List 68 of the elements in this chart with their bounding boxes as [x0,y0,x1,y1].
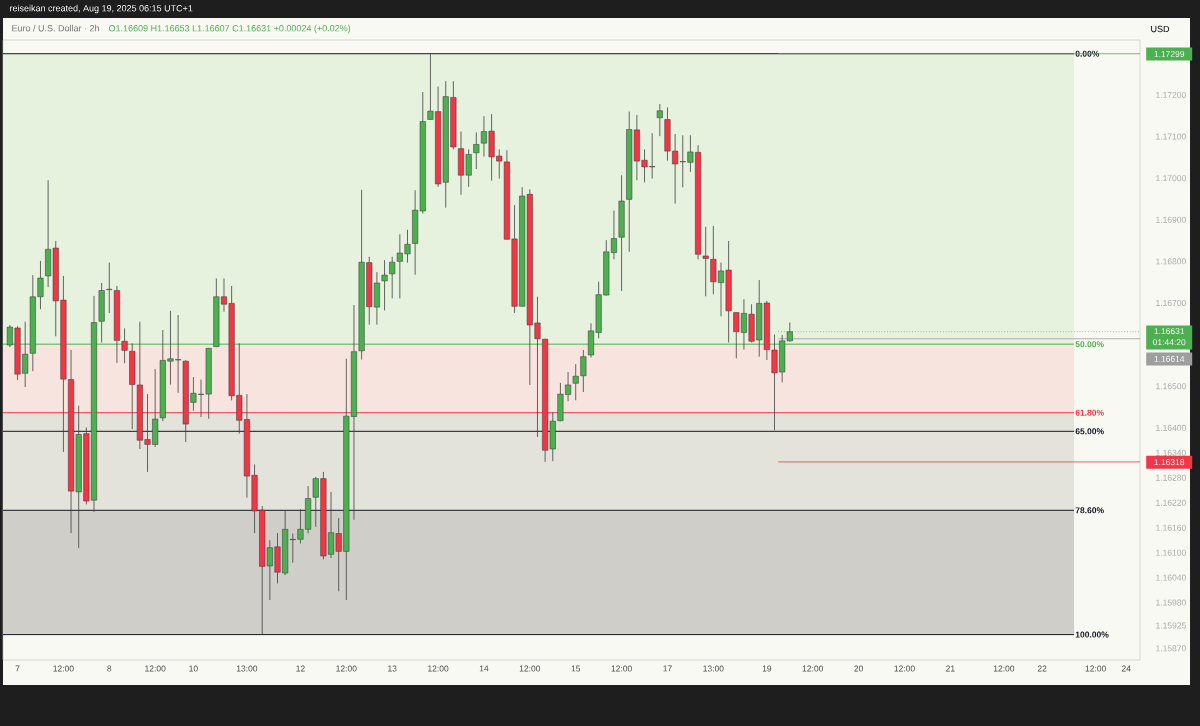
y-tick-label: 1.16160 [1156,524,1186,531]
chart-subtitle: O1.16609 H1.16653 L1.16607 C1.16631 +0.00024 (+0.02%) [108,24,351,34]
text: reiseikan created, Aug 19, 2025 06:15 UTC+1 [10,4,193,14]
candlestick [618,174,625,292]
x-tick-label: 21 [946,665,955,672]
y-tick-label: 1.16220 [1156,499,1186,506]
x-tick-label: 12:00 [993,665,1015,672]
x-tick-label: 12:00 [894,665,915,672]
y-tick-label: 1.16040 [1156,574,1186,581]
candlestick [106,262,113,314]
y-tick-label: 1.16500 [1156,383,1186,390]
x-tick-label: 12:00 [336,665,357,672]
y-tick-label: 1.16340 [1156,449,1186,456]
x-tick-label: 19 [762,665,772,672]
y-tick-label: 1.16100 [1156,549,1186,556]
x-tick-label: 12:00 [145,665,166,672]
x-tick-label: 12 [296,665,305,672]
x-tick-label: 12:00 [428,665,449,672]
y-axis-title: USD [1151,25,1170,33]
y-tick-label: 1.16400 [1156,424,1186,431]
x-tick-label: 12:00 [519,665,541,672]
ref-line-label: 61.80% [1075,409,1104,416]
ref-line-label: 65.00% [1075,428,1104,435]
x-tick-label: 14 [479,665,489,672]
x-tick-label: 12:00 [802,665,824,672]
x-tick-label: 15 [571,665,581,672]
candlestick [381,259,388,311]
chart-title: Euro / U.S. Dollar · 2h [12,24,99,32]
y-tick-label: 1.17000 [1156,175,1186,182]
y-tick-label: 1.15980 [1156,599,1186,606]
ref-line-label: 78.60% [1075,507,1104,514]
x-tick-label: 12:00 [53,665,74,672]
ref-line-label: 1.17299 [1154,50,1185,57]
y-tick-label: 1.15870 [1156,645,1186,652]
y-tick-label: 1.17200 [1156,91,1186,98]
ref-line-label: 100.00% [1075,631,1109,638]
x-tick-label: 17 [663,665,672,672]
y-tick-label: 1.16800 [1156,258,1186,265]
ref-line-label: 50.00% [1075,341,1104,348]
ref-line-label: 0.00% [1075,50,1100,57]
x-tick-label: 12:00 [1085,665,1106,672]
candlestick [473,131,480,170]
y-tick-label: 1.16700 [1156,299,1186,306]
y-tick-label: 1.15925 [1156,622,1186,629]
x-tick-label: 24 [1121,665,1131,672]
y-tick-label: 1.16900 [1156,216,1186,223]
text: 01:44:20 [1152,339,1186,346]
x-tick-label: 13:00 [236,665,258,672]
x-tick-label: 13 [388,665,397,672]
x-tick-label: 7 [15,665,20,672]
candlestick [389,256,396,299]
y-tick-label: 1.16280 [1156,474,1186,481]
x-tick-label: 20 [854,665,864,672]
ref-line-label: 1.16631 [1154,328,1185,335]
ref-line-label: 1.16614 [1154,355,1185,362]
x-tick-label: 8 [107,665,112,672]
candlestick [572,363,579,401]
ref-line-label: 1.16318 [1154,459,1185,466]
candlestick [702,226,709,297]
x-tick-label: 12:00 [611,665,632,672]
candlestick [121,327,128,364]
candlestick [656,103,663,137]
x-tick-label: 22 [1037,665,1047,672]
x-tick-label: 10 [189,665,198,672]
y-tick-label: 1.17100 [1156,133,1186,140]
x-tick-label: 13:00 [703,665,724,672]
candlestick [580,349,587,393]
candlestick [113,285,120,364]
